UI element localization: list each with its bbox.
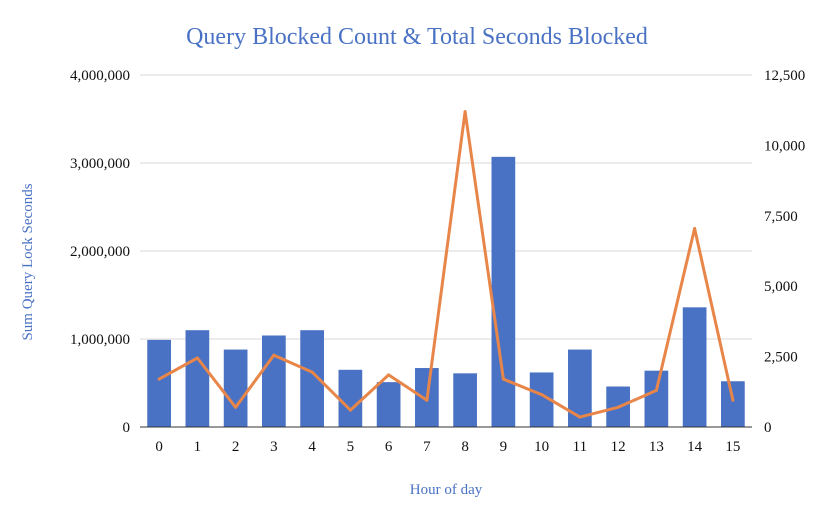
bar [682, 307, 707, 427]
y-tick-label: 0 [123, 420, 131, 436]
x-tick-label: 5 [347, 439, 355, 455]
bar [529, 372, 554, 427]
x-tick-label: 13 [649, 439, 664, 455]
bar [147, 339, 171, 427]
bar [262, 335, 286, 427]
y2-tick-label: 2,500 [764, 350, 798, 366]
x-tick-label: 4 [308, 439, 316, 455]
y2-tick-label: 12,500 [764, 68, 805, 84]
y2-tick-label: 0 [764, 420, 772, 436]
x-axis-ticks: 0 1 2 3 4 5 6 7 8 9 10 11 12 13 14 15 [155, 439, 740, 455]
line-point [540, 393, 544, 397]
x-tick-label: 2 [232, 439, 240, 455]
line-point [157, 377, 161, 381]
x-tick-label: 8 [461, 439, 469, 455]
x-tick-label: 7 [423, 439, 431, 455]
line-point [348, 408, 352, 412]
bar [185, 330, 210, 427]
y-tick-label: 4,000,000 [70, 68, 130, 84]
line-point [272, 353, 276, 357]
x-tick-label: 1 [194, 439, 202, 455]
x-tick-label: 15 [725, 439, 740, 455]
line-series [157, 110, 735, 419]
series-line [158, 110, 735, 419]
bar [376, 382, 401, 427]
x-tick-label: 11 [573, 439, 587, 455]
x-tick-label: 6 [385, 439, 393, 455]
bar [223, 349, 248, 427]
line-point [310, 370, 314, 374]
line-point [425, 398, 429, 402]
x-tick-label: 14 [687, 439, 703, 455]
y-tick-label: 2,000,000 [70, 244, 130, 260]
line-point [578, 415, 582, 419]
gridlines [140, 74, 752, 340]
right-axis-ticks: 0 2,500 5,000 7,500 10,000 12,500 [764, 68, 805, 436]
line-point [195, 356, 199, 360]
bar [338, 369, 363, 427]
line-point [463, 110, 467, 114]
line-point [387, 373, 391, 377]
line-point [693, 226, 697, 230]
bar [300, 330, 324, 427]
y-axis-title: Sum Query Lock Seconds [20, 183, 36, 340]
x-tick-label: 9 [500, 439, 508, 455]
bar [491, 156, 516, 427]
line-point [731, 398, 735, 402]
x-tick-label: 12 [611, 439, 626, 455]
line-point [501, 377, 505, 381]
y2-tick-label: 5,000 [764, 279, 798, 295]
y2-tick-label: 7,500 [764, 209, 798, 225]
bar [568, 349, 592, 427]
x-tick-label: 0 [155, 439, 163, 455]
bar [721, 381, 745, 427]
left-axis-ticks: 0 1,000,000 2,000,000 3,000,000 4,000,000 [70, 68, 130, 436]
bar [644, 370, 669, 427]
x-axis-title: Hour of day [410, 482, 483, 498]
y2-tick-label: 10,000 [764, 138, 805, 154]
line-point [616, 405, 620, 409]
y-tick-label: 1,000,000 [70, 332, 130, 348]
y-tick-label: 3,000,000 [70, 156, 130, 172]
chart-title: Query Blocked Count & Total Seconds Bloc… [186, 24, 648, 50]
x-tick-label: 10 [534, 439, 549, 455]
bar [453, 373, 477, 427]
line-point [654, 388, 658, 392]
line-point [234, 405, 238, 409]
x-tick-label: 3 [270, 439, 278, 455]
bar-series [147, 156, 745, 427]
